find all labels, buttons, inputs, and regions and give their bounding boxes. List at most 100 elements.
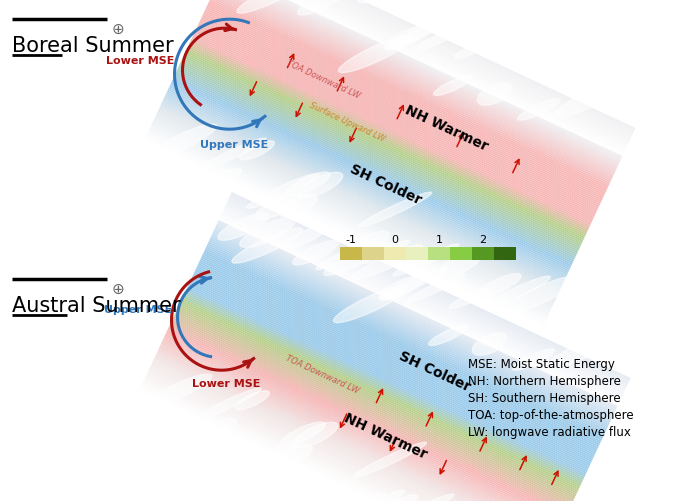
Polygon shape	[212, 234, 611, 421]
Text: Surface Upward LW: Surface Upward LW	[309, 100, 386, 143]
Polygon shape	[199, 22, 598, 209]
Polygon shape	[198, 264, 598, 451]
Polygon shape	[158, 351, 556, 501]
Polygon shape	[230, 196, 629, 383]
Ellipse shape	[318, 492, 385, 501]
Text: Lower MSE: Lower MSE	[106, 56, 174, 66]
Polygon shape	[162, 101, 561, 289]
Polygon shape	[204, 250, 603, 437]
Polygon shape	[191, 39, 591, 226]
Polygon shape	[209, 240, 608, 428]
Ellipse shape	[354, 442, 426, 477]
Ellipse shape	[381, 268, 447, 300]
Polygon shape	[145, 377, 545, 501]
Polygon shape	[199, 260, 599, 447]
Polygon shape	[153, 359, 553, 501]
Polygon shape	[218, 219, 618, 406]
Text: 1: 1	[435, 234, 442, 244]
Polygon shape	[214, 0, 614, 176]
Polygon shape	[172, 320, 571, 501]
Polygon shape	[174, 77, 573, 264]
Polygon shape	[145, 137, 545, 325]
Polygon shape	[206, 6, 606, 193]
Polygon shape	[215, 0, 615, 175]
Polygon shape	[230, 0, 630, 142]
Polygon shape	[170, 85, 569, 272]
Polygon shape	[147, 372, 547, 501]
Ellipse shape	[218, 213, 269, 241]
Ellipse shape	[407, 274, 465, 303]
Polygon shape	[226, 202, 626, 390]
Polygon shape	[186, 288, 586, 475]
Polygon shape	[213, 0, 612, 180]
Polygon shape	[228, 0, 628, 147]
Polygon shape	[172, 82, 571, 269]
Polygon shape	[186, 52, 584, 239]
Ellipse shape	[248, 293, 402, 420]
Text: SH Colder: SH Colder	[397, 349, 473, 394]
Polygon shape	[178, 306, 578, 493]
Polygon shape	[162, 103, 561, 290]
Polygon shape	[162, 339, 562, 501]
Polygon shape	[183, 57, 582, 244]
Ellipse shape	[473, 333, 507, 356]
Polygon shape	[202, 255, 601, 442]
Polygon shape	[202, 254, 602, 441]
Polygon shape	[216, 225, 615, 413]
Polygon shape	[144, 139, 544, 326]
Polygon shape	[220, 0, 620, 165]
Polygon shape	[150, 128, 550, 315]
Ellipse shape	[351, 245, 423, 281]
Polygon shape	[174, 315, 573, 501]
Polygon shape	[170, 323, 570, 501]
Polygon shape	[174, 75, 574, 262]
Polygon shape	[215, 227, 615, 414]
Polygon shape	[142, 384, 541, 501]
Ellipse shape	[234, 468, 290, 497]
Ellipse shape	[379, 276, 425, 301]
Polygon shape	[153, 121, 552, 308]
Polygon shape	[178, 305, 578, 492]
Ellipse shape	[253, 43, 407, 171]
Polygon shape	[180, 63, 580, 250]
Polygon shape	[223, 209, 623, 396]
Ellipse shape	[316, 245, 368, 270]
Polygon shape	[185, 54, 584, 240]
Polygon shape	[193, 275, 592, 462]
Polygon shape	[217, 0, 616, 171]
Ellipse shape	[449, 289, 489, 309]
Polygon shape	[169, 326, 568, 501]
Polygon shape	[176, 72, 575, 259]
Ellipse shape	[177, 435, 211, 456]
Polygon shape	[227, 0, 626, 150]
Text: MSE: Moist Static Energy: MSE: Moist Static Energy	[468, 357, 615, 370]
Ellipse shape	[484, 277, 550, 309]
Polygon shape	[151, 124, 551, 312]
Polygon shape	[157, 113, 556, 300]
Ellipse shape	[182, 186, 217, 206]
Ellipse shape	[412, 25, 470, 53]
Polygon shape	[190, 282, 589, 469]
Bar	[472, 247, 494, 261]
Polygon shape	[217, 222, 617, 409]
Polygon shape	[175, 73, 575, 261]
Polygon shape	[197, 26, 597, 213]
Polygon shape	[211, 0, 611, 183]
Polygon shape	[167, 331, 566, 501]
Ellipse shape	[172, 418, 237, 451]
Text: Lower MSE: Lower MSE	[193, 378, 260, 388]
Polygon shape	[218, 0, 618, 168]
Polygon shape	[193, 36, 592, 222]
Polygon shape	[191, 278, 591, 465]
Polygon shape	[140, 387, 540, 501]
Polygon shape	[201, 19, 600, 206]
Polygon shape	[188, 47, 587, 234]
Polygon shape	[208, 242, 608, 429]
Polygon shape	[205, 9, 605, 196]
Polygon shape	[146, 374, 546, 501]
Text: -1: -1	[346, 234, 356, 244]
Ellipse shape	[550, 330, 624, 367]
Ellipse shape	[433, 76, 473, 96]
Polygon shape	[167, 91, 566, 279]
Ellipse shape	[346, 495, 418, 501]
